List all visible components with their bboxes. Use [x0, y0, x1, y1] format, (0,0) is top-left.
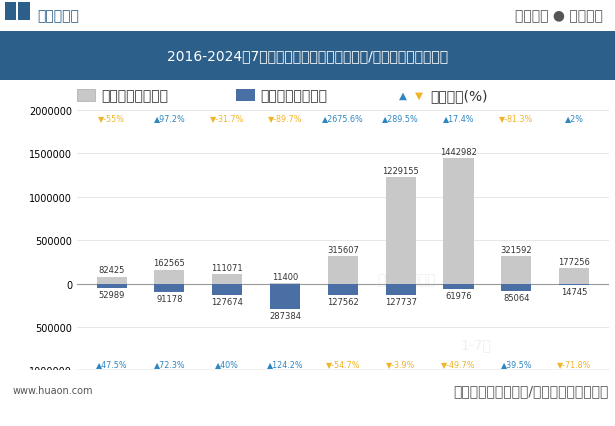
Text: 出口额（千美元）: 出口额（千美元）: [101, 89, 168, 103]
Text: 85064: 85064: [503, 294, 530, 302]
Text: 华经情报网: 华经情报网: [37, 9, 79, 23]
Text: ▲47.5%: ▲47.5%: [96, 359, 127, 368]
Bar: [443, 284, 474, 289]
Bar: [501, 256, 531, 284]
Text: 287384: 287384: [269, 311, 301, 320]
Text: ▲124.2%: ▲124.2%: [267, 359, 303, 368]
Text: 162565: 162565: [154, 259, 185, 268]
Text: ▲2%: ▲2%: [565, 113, 584, 122]
Bar: [559, 269, 589, 284]
Text: 专业严谨 ● 客观科学: 专业严谨 ● 客观科学: [515, 9, 603, 23]
Text: ▲72.3%: ▲72.3%: [154, 359, 185, 368]
Bar: [270, 283, 300, 284]
Text: 127562: 127562: [327, 297, 359, 306]
Text: ▲2675.6%: ▲2675.6%: [322, 113, 363, 122]
Bar: [212, 284, 242, 295]
Text: 111071: 111071: [212, 263, 243, 272]
Text: ▼-3.9%: ▼-3.9%: [386, 359, 415, 368]
Text: ▲: ▲: [399, 91, 407, 101]
Text: 2016-2024年7月珠海横琴新区（境内目的地/货源地）进、出口额: 2016-2024年7月珠海横琴新区（境内目的地/货源地）进、出口额: [167, 49, 448, 63]
Text: 11400: 11400: [272, 272, 298, 281]
Bar: [236, 90, 255, 102]
Bar: [559, 284, 589, 285]
Bar: [328, 256, 358, 284]
Text: ▼-54.7%: ▼-54.7%: [325, 359, 360, 368]
Text: ▼-49.7%: ▼-49.7%: [441, 359, 476, 368]
Text: 1229155: 1229155: [383, 167, 419, 176]
Text: 华经产业研究院: 华经产业研究院: [378, 273, 436, 287]
Text: 177256: 177256: [558, 257, 590, 267]
Bar: [443, 159, 474, 284]
Text: 315607: 315607: [327, 245, 359, 254]
Text: 1-7月: 1-7月: [461, 338, 491, 351]
Bar: [5, 3, 16, 21]
Text: ▼-55%: ▼-55%: [98, 113, 125, 122]
Text: 61976: 61976: [445, 291, 472, 300]
Text: ▼-71.8%: ▼-71.8%: [557, 359, 592, 368]
Text: ▲289.5%: ▲289.5%: [383, 113, 419, 122]
Text: ▲39.5%: ▲39.5%: [501, 359, 532, 368]
Bar: [77, 90, 95, 102]
Text: 同比增长(%): 同比增长(%): [430, 89, 488, 103]
Text: 资料来源：中国海关/华经产业研究院整理: 资料来源：中国海关/华经产业研究院整理: [453, 383, 609, 397]
Text: ▼-81.3%: ▼-81.3%: [499, 113, 533, 122]
Text: ▼-31.7%: ▼-31.7%: [210, 113, 244, 122]
Bar: [154, 284, 184, 292]
Bar: [328, 284, 358, 295]
Text: 321592: 321592: [501, 245, 532, 254]
Text: 14745: 14745: [561, 288, 587, 296]
Text: 91178: 91178: [156, 294, 183, 303]
Text: 进口额（千美元）: 进口额（千美元）: [260, 89, 327, 103]
Bar: [154, 270, 184, 284]
Text: ▼-89.7%: ▼-89.7%: [268, 113, 303, 122]
Text: ▲97.2%: ▲97.2%: [154, 113, 185, 122]
Text: 52989: 52989: [98, 291, 125, 300]
Text: 127737: 127737: [385, 297, 417, 306]
Bar: [386, 284, 416, 295]
Bar: [270, 284, 300, 309]
Bar: [97, 277, 127, 284]
Text: ▲17.4%: ▲17.4%: [443, 113, 474, 122]
Text: ▲40%: ▲40%: [215, 359, 239, 368]
Bar: [212, 274, 242, 284]
Bar: [97, 284, 127, 288]
Text: ▼: ▼: [415, 91, 423, 101]
Text: 1442982: 1442982: [440, 148, 477, 157]
Text: 127674: 127674: [212, 297, 243, 306]
Bar: [501, 284, 531, 291]
Text: www.huaon.com: www.huaon.com: [12, 385, 93, 395]
Bar: [18, 3, 30, 21]
Text: 82425: 82425: [98, 266, 125, 275]
Bar: [386, 178, 416, 284]
